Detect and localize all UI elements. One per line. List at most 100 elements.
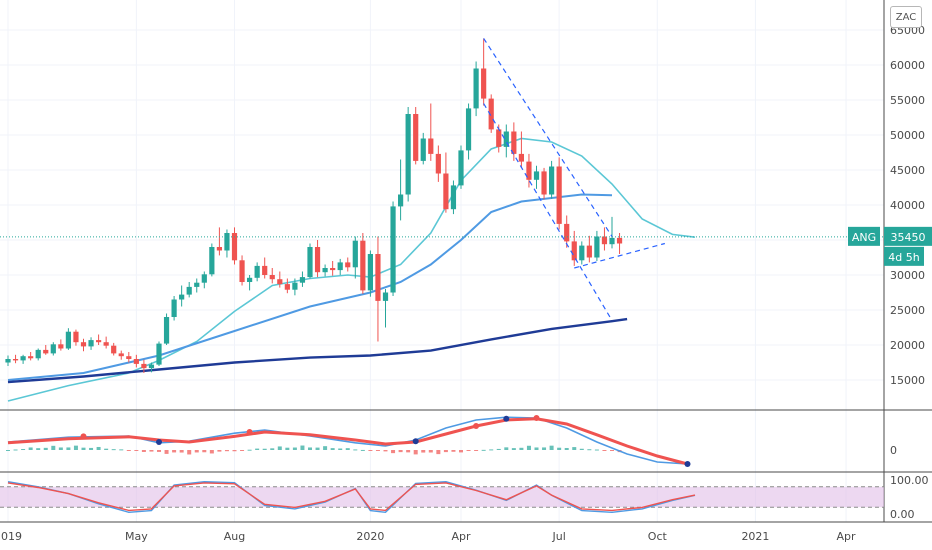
candle-body [201, 274, 207, 283]
candle [533, 165, 540, 189]
histogram-bar [66, 447, 71, 450]
candle [186, 282, 192, 298]
candle-body [126, 356, 132, 359]
candle-body [609, 237, 615, 245]
histogram-bar [526, 445, 531, 450]
candle-body [413, 114, 419, 161]
candle-body [247, 277, 253, 282]
candle-body [96, 340, 102, 343]
histogram-bar [111, 449, 116, 451]
candle [209, 243, 215, 277]
histogram-bar [579, 448, 584, 450]
candle [382, 289, 389, 328]
candle-body [601, 236, 608, 245]
candle [345, 257, 351, 272]
currency-badge[interactable]: ZAC [890, 6, 922, 28]
histogram-bar [224, 450, 229, 452]
candle-body [224, 233, 230, 251]
candle-body [12, 359, 19, 361]
candle-body [420, 138, 426, 161]
candle-body [299, 277, 306, 283]
candle-body [20, 356, 26, 361]
histogram-bar [315, 447, 320, 450]
histogram-bar [360, 449, 365, 451]
histogram-bar [375, 450, 380, 451]
y-tick-label: 25000 [890, 304, 925, 317]
candle [96, 334, 102, 345]
histogram-bar [587, 449, 592, 451]
candle-body [284, 284, 290, 290]
candle-body [564, 223, 570, 242]
candle-body [35, 349, 41, 359]
histogram-bar [232, 450, 237, 452]
candle-body [473, 68, 479, 109]
candle-body [254, 265, 260, 278]
candle [526, 153, 532, 188]
candle [314, 240, 321, 278]
trendlines [483, 38, 666, 321]
histogram-bar [36, 448, 41, 450]
histogram-bar [443, 450, 448, 453]
candle [269, 268, 275, 284]
candle [420, 132, 426, 165]
histogram-bar [398, 450, 403, 453]
x-tick-label: May [125, 530, 148, 543]
histogram-bar [51, 445, 56, 450]
candle-body [194, 282, 200, 287]
candle-body [88, 340, 94, 347]
histogram-bar [262, 448, 267, 450]
cross-marker [473, 423, 480, 429]
candle [571, 230, 577, 266]
candle [322, 264, 328, 277]
y-tick-label: 40000 [890, 199, 925, 212]
histogram-bar [481, 449, 486, 451]
candle [43, 345, 49, 355]
cross-marker [684, 461, 691, 467]
histogram-bar [43, 447, 48, 450]
candle-body [382, 292, 389, 301]
stoch-band [0, 486, 884, 508]
candle [428, 103, 434, 161]
candle [601, 227, 608, 251]
candle-body [337, 262, 343, 271]
symbol-label: ANG [852, 231, 876, 244]
y-tick-label: 60000 [890, 59, 925, 72]
candle [118, 350, 124, 360]
ma-line-sma-fast [7, 137, 696, 402]
histogram-bar [338, 448, 343, 450]
histogram-bar [126, 450, 131, 451]
candle [292, 278, 298, 296]
candle-body [43, 349, 49, 354]
histogram-bar [209, 450, 214, 454]
histogram-bar [217, 450, 222, 452]
candle-body [352, 240, 358, 268]
histogram-bar [13, 449, 18, 451]
countdown-badge [884, 246, 924, 266]
histogram-bar [413, 450, 418, 455]
cross-marker [412, 438, 419, 445]
histogram-bar [277, 446, 282, 450]
candle-body [428, 138, 434, 154]
histogram-bar [572, 447, 577, 450]
histogram-bar [511, 448, 516, 450]
histogram-bar [391, 450, 396, 454]
candle [277, 271, 283, 288]
candle-body [186, 286, 192, 295]
cross-marker [503, 415, 510, 422]
histogram-bar [255, 448, 260, 450]
candle-body [239, 260, 245, 282]
candle-body [269, 275, 275, 280]
histogram-bar [466, 450, 471, 451]
histogram-bar [308, 447, 312, 450]
histogram-bar [187, 450, 192, 455]
candle [156, 341, 162, 366]
candle [148, 362, 155, 373]
candle-body [579, 245, 585, 261]
candle-body [209, 247, 215, 275]
histogram-bar [202, 450, 207, 453]
candle-body [518, 153, 524, 162]
indicator-1-tick-label: 0 [890, 444, 897, 457]
candle-body [556, 166, 562, 224]
candle-body [216, 247, 222, 251]
